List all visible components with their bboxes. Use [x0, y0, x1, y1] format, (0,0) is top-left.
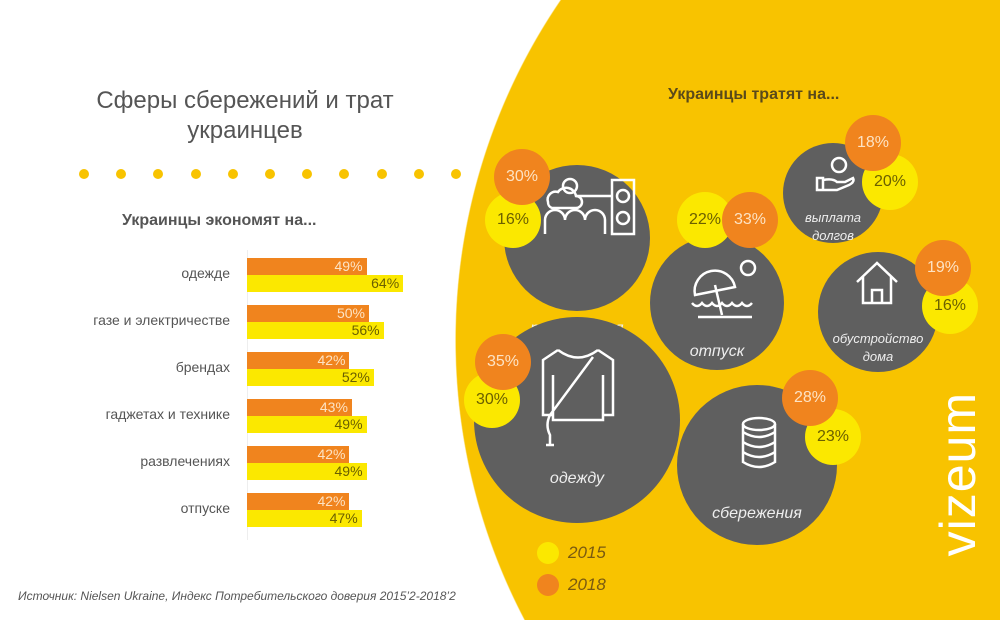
- pct-2018-badge: 28%: [782, 370, 838, 426]
- pct-2018-badge: 35%: [475, 334, 531, 390]
- legend-2018-label: 2018: [568, 575, 606, 594]
- category-label: отпуске: [180, 500, 230, 516]
- bar-2015: 47%: [247, 510, 362, 527]
- bar-2018: 42%: [247, 352, 350, 369]
- bubble-label: обустройство дома: [832, 331, 924, 364]
- bar-2015: 64%: [247, 275, 404, 292]
- coins-icon: [741, 416, 777, 469]
- divider-dot: [413, 169, 424, 179]
- category-label: гаджетах и технике: [105, 406, 230, 422]
- pct-2018-badge: 18%: [845, 115, 901, 171]
- bar-2018: 42%: [247, 446, 350, 463]
- bar-2015: 49%: [247, 416, 367, 433]
- category-label: газе и электричестве: [93, 312, 230, 328]
- divider-dot: [302, 169, 313, 179]
- bar-2018: 50%: [247, 305, 369, 322]
- bubble-label: выплата долгов: [805, 210, 861, 243]
- divider-dot: [79, 169, 89, 179]
- beach-icon: [691, 259, 757, 319]
- legend-2018-swatch: [537, 574, 559, 596]
- spending-heading: Украинцы тратят на...: [668, 86, 840, 103]
- bar-2015: 56%: [247, 322, 384, 339]
- savings-heading: Украинцы экономят на...: [122, 212, 317, 229]
- bar-axis: [247, 250, 248, 540]
- money-hand-icon: [815, 156, 855, 192]
- bubble-label: сбережения: [712, 505, 802, 522]
- pct-2018-badge: 33%: [722, 192, 778, 248]
- shirt-icon: [541, 348, 615, 447]
- legend-2015-label: 2015: [568, 543, 606, 562]
- bar-2018: 49%: [247, 258, 367, 275]
- divider-dot: [265, 169, 275, 179]
- pct-2018-badge: 30%: [494, 149, 550, 205]
- bar-2018: 43%: [247, 399, 352, 416]
- category-label: одежде: [181, 265, 230, 281]
- category-label: брендах: [175, 359, 230, 375]
- vizeum-logo: vizeum: [930, 392, 986, 557]
- category-label: развлечениях: [140, 453, 230, 469]
- pct-2015-badge: 23%: [805, 409, 861, 465]
- page-title: Сферы сбережений и трат украинцев: [96, 87, 394, 144]
- bar-2015: 52%: [247, 369, 374, 386]
- divider-dot: [116, 169, 127, 179]
- divider-dot: [153, 169, 164, 179]
- entertainment-icon: [543, 177, 636, 236]
- house-icon: [856, 261, 898, 305]
- spending-bubble: отпуск: [650, 236, 784, 370]
- divider-dot: [190, 169, 201, 179]
- divider-dot: [376, 169, 387, 179]
- divider-dot: [451, 169, 461, 179]
- bubble-label: отпуск: [689, 343, 745, 360]
- bar-2018: 42%: [247, 493, 350, 510]
- legend-2015-swatch: [537, 542, 559, 564]
- pct-2018-badge: 19%: [915, 240, 971, 296]
- bubble-label: одежду: [549, 470, 605, 487]
- divider-dot: [339, 169, 350, 179]
- source-note: Источник: Nielsen Ukraine, Индекс Потреб…: [18, 589, 456, 603]
- bar-2015: 49%: [247, 463, 367, 480]
- divider-dot: [227, 169, 238, 179]
